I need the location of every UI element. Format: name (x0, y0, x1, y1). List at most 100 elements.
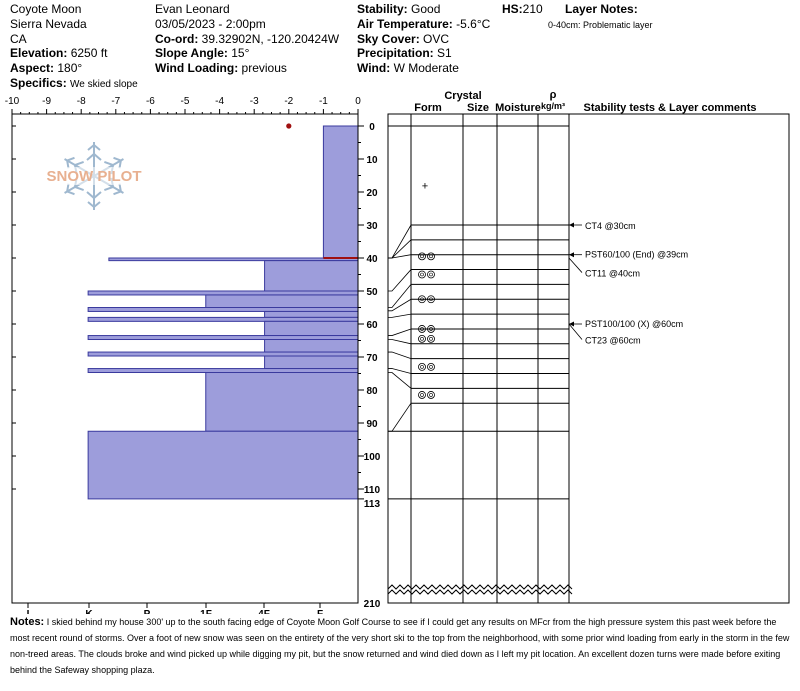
range: Sierra Nevada (10, 17, 87, 31)
crystal-form-symbol (427, 252, 435, 261)
hardness-layer (87, 430, 359, 500)
moisture-header: Moisture (495, 102, 541, 114)
hardness-layer (87, 335, 359, 341)
layer-grid (387, 113, 790, 604)
aspect: Aspect: 180° (10, 61, 83, 75)
layer-connector (388, 328, 412, 336)
stability-test-label: CT4 @30cm (585, 221, 636, 231)
crystal-form-symbol (420, 254, 424, 259)
test-arrowhead (569, 222, 574, 228)
snowflake-branch (113, 156, 122, 169)
crystal-form-symbol (427, 325, 435, 333)
layer-notes-title: Layer Notes: (565, 2, 638, 16)
temp-tick-label: -6 (146, 96, 155, 107)
layer-connector (388, 254, 412, 259)
axes: -10-9-8-7-6-5-4-3-2-10IKP1F4FF0102030405… (5, 96, 381, 614)
sky-cover: Sky Cover: OVC (357, 32, 450, 46)
test-arrowhead (569, 321, 574, 327)
snowflake-branch (66, 183, 75, 196)
depth-tick-label: 60 (366, 320, 378, 331)
hardness-label: P (144, 609, 151, 614)
crystal-form-symbol (420, 393, 424, 397)
layer-connector (388, 224, 412, 259)
snowflake-branch (86, 191, 102, 200)
temp-tick-label: 0 (355, 96, 361, 107)
snow-height: HS:210 (502, 2, 543, 16)
state: CA (10, 32, 27, 46)
temp-tick-label: -1 (319, 96, 328, 107)
crystal-form-symbol (429, 327, 433, 331)
air-temperature: Air Temperature: -5.6°C (357, 17, 491, 31)
density-unit: kg/m³ (541, 101, 565, 111)
stability-test-label: CT11 @40cm (585, 269, 640, 279)
layer-connector (388, 372, 412, 389)
test-pointer (568, 323, 583, 340)
crystal-form-symbol (418, 391, 426, 399)
axis-break (387, 584, 573, 590)
comments-header: Stability tests & Layer comments (583, 102, 756, 114)
depth-tick-label: 110 (364, 485, 381, 496)
temp-tick-label: -8 (77, 96, 86, 107)
observer: Evan Leonard (155, 2, 230, 16)
crystal-form-symbol (429, 272, 433, 277)
temp-tick-label: -4 (215, 96, 224, 107)
crystal-form-symbol (420, 365, 424, 369)
test-arrowhead (569, 252, 574, 258)
layer-connector (388, 284, 412, 308)
hardness-label: K (85, 609, 93, 614)
layer-connector (388, 351, 412, 360)
logo-text-backdrop (32, 167, 156, 185)
crystal-form-symbol (429, 393, 433, 397)
size-header: Size (467, 102, 489, 114)
temp-tick-label: -9 (42, 96, 51, 107)
crystal-form-symbol (420, 297, 424, 302)
precipitation: Precipitation: S1 (357, 46, 452, 60)
axis-break (387, 589, 573, 595)
crystal-form-symbol (420, 337, 424, 341)
hardness-layers (87, 125, 359, 500)
hardness-layer (264, 355, 359, 370)
crystal-form-symbol (420, 327, 424, 331)
location: Coyote Moon (10, 2, 82, 16)
snowflake-branch (87, 143, 101, 151)
hardness-layer (87, 351, 359, 357)
crystal-form-symbol (427, 270, 435, 279)
snowpilot-logo (32, 142, 156, 210)
depth-tick-label: 100 (364, 452, 381, 463)
hardness-layer (87, 316, 359, 322)
crystal-form-symbol (418, 252, 426, 261)
hardness-layer (87, 307, 359, 312)
crystal-form-symbol (429, 297, 433, 302)
stability-test-label: CT23 @60cm (585, 336, 641, 346)
crystal-form-symbol (429, 254, 433, 259)
hardness-label: I (27, 609, 30, 614)
crystal-form-symbol (427, 334, 435, 343)
crystal-form-symbol (427, 295, 435, 304)
wind: Wind: W Moderate (357, 61, 459, 75)
temp-tick-label: -7 (111, 96, 120, 107)
specifics: Specifics: We skied slope (10, 76, 138, 90)
depth-tick-label: 113 (364, 499, 381, 510)
grid-frame (387, 113, 790, 604)
snowflake-branch (66, 156, 75, 169)
layer-connector (388, 269, 412, 292)
hardness-layer (87, 368, 359, 374)
wind-loading: Wind Loading: previous (155, 61, 287, 75)
hardness-layer (264, 339, 359, 353)
stability-test-label: PST100/100 (X) @60cm (585, 319, 683, 329)
crystal-forms: + (418, 180, 435, 399)
depth-tick-label: 50 (366, 287, 378, 298)
hardness-label: 4F (258, 609, 270, 614)
hardness-layer (205, 372, 359, 432)
crystal-header: Crystal (444, 90, 481, 102)
hardness-layer (322, 125, 359, 259)
crystal-form-symbol (427, 362, 435, 371)
depth-tick-label: 0 (369, 122, 375, 133)
depth-tick-label: 80 (366, 386, 378, 397)
crystal-form-symbol (418, 334, 426, 343)
depth-tick-label: 40 (366, 254, 378, 265)
elevation: Elevation: 6250 ft (10, 46, 108, 60)
depth-tick-label: 30 (366, 221, 378, 232)
layer-connector (388, 339, 412, 345)
coordinates: Co-ord: 39.32902N, -120.20424W (155, 32, 340, 46)
